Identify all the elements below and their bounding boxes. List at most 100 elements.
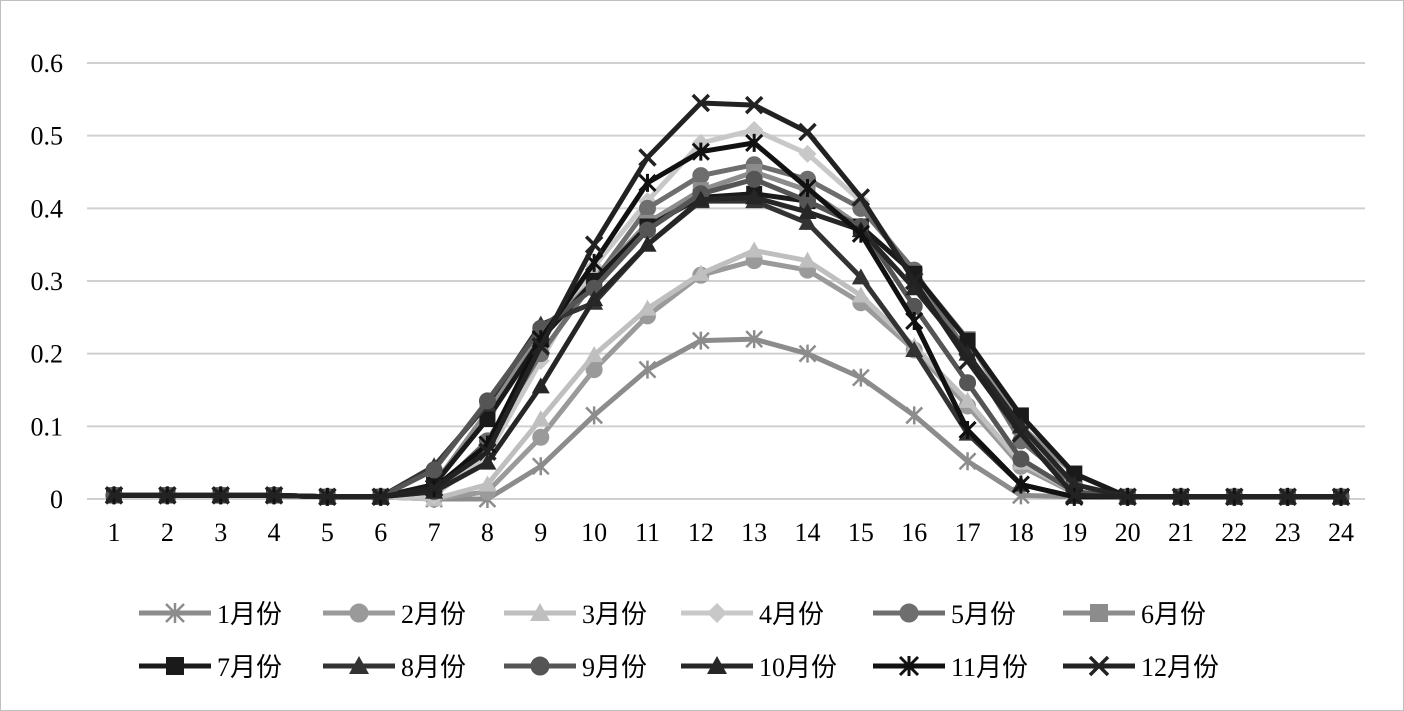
data-point (425, 461, 443, 479)
data-point (531, 337, 551, 356)
series-lines (104, 93, 1351, 508)
legend-marker (530, 603, 550, 621)
data-point (584, 235, 604, 254)
legend-label: 9月份 (582, 653, 647, 682)
data-point (585, 406, 604, 425)
legend-label: 5月份 (951, 600, 1016, 629)
series-line (111, 191, 1344, 500)
legend-item: 9月份 (504, 653, 647, 682)
data-point (531, 377, 550, 394)
data-point (958, 351, 977, 371)
series-line (111, 100, 1344, 500)
series-7 (106, 185, 1349, 505)
data-point (104, 486, 124, 505)
data-point (798, 178, 817, 198)
x-tick-label: 15 (848, 518, 874, 547)
legend-marker (1088, 655, 1110, 677)
y-axis-ticks: 0 0.1 0.2 0.3 0.4 0.5 0.6 (31, 49, 64, 514)
series-2 (105, 252, 1350, 508)
data-point (745, 170, 763, 188)
y-tick-label: 0.6 (31, 49, 64, 78)
series-12 (104, 93, 1351, 507)
x-tick-label: 7 (428, 518, 441, 547)
x-tick-label: 21 (1168, 518, 1194, 547)
data-point (158, 486, 177, 505)
x-tick-label: 8 (481, 518, 494, 547)
x-tick-label: 3 (214, 518, 227, 547)
legend-label: 7月份 (217, 653, 282, 682)
series-line (111, 336, 1344, 502)
x-tick-label: 19 (1061, 518, 1087, 547)
x-tick-label: 23 (1275, 518, 1301, 547)
y-tick-label: 0.2 (31, 340, 64, 369)
legend-item: 5月份 (873, 600, 1016, 629)
data-point (478, 475, 497, 492)
data-point (959, 374, 977, 392)
y-tick-label: 0.5 (31, 122, 64, 151)
legend-item: 1月份 (139, 600, 282, 629)
data-point (851, 286, 870, 303)
x-tick-label: 12 (688, 518, 714, 547)
legend-label: 2月份 (401, 600, 466, 629)
x-axis-ticks: 1 2 3 4 5 6 7 8 9 10 11 12 13 14 15 16 17 18 19 20 21 22 23 24 (108, 518, 1355, 547)
data-point (638, 148, 657, 167)
x-tick-label: 17 (955, 518, 981, 547)
data-point (692, 167, 710, 185)
series-6 (106, 164, 1349, 505)
data-point (691, 93, 711, 113)
y-tick-label: 0.4 (31, 194, 64, 223)
data-point (904, 271, 924, 291)
data-point (638, 299, 657, 316)
data-point (798, 122, 817, 142)
data-point (478, 392, 496, 410)
data-point (851, 224, 870, 243)
series-1 (105, 330, 1350, 508)
series-line (111, 198, 1344, 500)
data-point (798, 344, 817, 363)
legend-label: 6月份 (1141, 600, 1206, 629)
data-point (744, 95, 764, 115)
x-tick-label: 2 (161, 518, 174, 547)
legend-item: 10月份 (681, 653, 837, 682)
data-point (478, 453, 497, 470)
data-point (798, 144, 817, 163)
gridlines (87, 62, 1365, 500)
data-point (638, 235, 657, 252)
series-10 (105, 188, 1350, 504)
data-point (958, 452, 977, 471)
data-point (531, 457, 550, 476)
x-tick-label: 5 (321, 518, 334, 547)
series-line (111, 194, 1344, 500)
y-tick-label: 0.3 (31, 267, 64, 296)
legend-item: 8月份 (323, 653, 466, 682)
data-point (798, 251, 817, 268)
legend-item: 4月份 (681, 600, 824, 629)
data-point (798, 213, 817, 230)
legend-label: 8月份 (401, 653, 466, 682)
x-tick-label: 22 (1221, 518, 1247, 547)
data-point (318, 487, 337, 507)
data-point (851, 268, 870, 285)
data-point (905, 311, 924, 331)
data-point (1331, 487, 1351, 507)
y-tick-label: 0.1 (31, 412, 64, 441)
data-point (1225, 487, 1244, 507)
legend-marker (899, 603, 919, 623)
x-tick-label: 20 (1115, 518, 1141, 547)
data-point (958, 391, 977, 408)
data-point (1011, 475, 1030, 494)
x-tick-label: 11 (635, 518, 660, 547)
legend-item: 3月份 (504, 600, 647, 629)
data-point (745, 120, 764, 139)
legend-marker (530, 656, 550, 676)
legend-marker (166, 657, 184, 675)
legend-label: 1月份 (217, 600, 282, 629)
legend-label: 4月份 (759, 600, 824, 629)
data-point (424, 478, 444, 498)
data-point (691, 190, 710, 207)
legend-marker (349, 603, 369, 623)
data-point (478, 442, 497, 462)
y-tick-label: 0 (50, 485, 63, 514)
data-point (585, 346, 604, 363)
